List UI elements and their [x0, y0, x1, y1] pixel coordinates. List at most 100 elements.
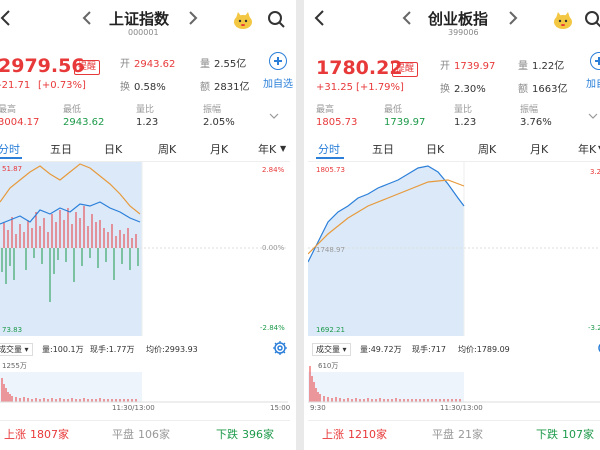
chart-right-mid-label: 0.00%: [262, 244, 285, 252]
volume-chart: 1255万 11:30/13:00 15:00: [0, 362, 290, 412]
volume-indicator-select[interactable]: 成交量 ▾: [312, 343, 351, 356]
tab-yearly[interactable]: 年K: [258, 143, 277, 156]
tab-daily[interactable]: 日K: [426, 143, 445, 156]
stock-title: 上证指数: [109, 10, 170, 28]
advancers: 上涨 1210家: [322, 428, 387, 441]
volume-info-b: 现手:1.77万: [90, 345, 135, 354]
active-tab-indicator: [0, 157, 22, 159]
time-mid-label: 11:30/13:00: [112, 404, 155, 412]
time-mid-label: 11:30/13:00: [440, 404, 483, 412]
chart-right-bottom-label: -3.2: [588, 324, 600, 332]
stock-title: 创业板指: [428, 10, 489, 28]
active-tab-indicator: [316, 157, 344, 159]
back-icon[interactable]: [0, 8, 16, 28]
low-value: 1739.97: [384, 117, 426, 128]
tab-monthly[interactable]: 月K: [210, 143, 229, 156]
decliners: 下跌 107家: [536, 428, 594, 441]
tab-weekly[interactable]: 周K: [478, 143, 497, 156]
add-watchlist-label[interactable]: 加自选: [263, 79, 293, 90]
time-end-label: 15:00: [270, 404, 290, 412]
volume-info-c: 均价:1789.09: [458, 345, 510, 354]
prev-stock-icon[interactable]: [80, 10, 94, 26]
expand-chevron-icon[interactable]: [269, 113, 279, 119]
chart-right-top-label: 3.2: [590, 168, 600, 176]
yearly-dropdown-icon[interactable]: ▼: [598, 144, 600, 153]
tab-weekly[interactable]: 周K: [158, 143, 177, 156]
expand-chevron-icon[interactable]: [588, 113, 598, 119]
tab-monthly[interactable]: 月K: [530, 143, 549, 156]
turnover-stat: 换 0.58%: [120, 82, 166, 93]
add-watchlist-icon[interactable]: [590, 52, 600, 70]
open-stat: 开 1739.97: [440, 61, 496, 72]
volume-info-row: 成交量 ▾ 量:100.1万 现手:1.77万 均价:2993.93: [0, 340, 290, 356]
last-price: 1780.22: [316, 57, 403, 79]
tab-intraday[interactable]: 分时: [318, 143, 340, 156]
mascot-icon[interactable]: [232, 10, 254, 30]
tab-5day[interactable]: 五日: [372, 143, 394, 156]
open-stat: 开 2943.62: [120, 59, 176, 70]
volume-info-a: 量:49.72万: [360, 345, 402, 354]
high-label: 最高: [316, 105, 335, 115]
chart-bottom-left-label: 73.83: [2, 326, 22, 334]
volume-info-a: 量:100.1万: [42, 345, 84, 354]
average-line: [0, 163, 141, 215]
intraday-price-chart[interactable]: 51.87 73.83 2.84% 0.00% -2.84%: [0, 162, 290, 338]
search-icon[interactable]: [267, 10, 287, 30]
add-watchlist-label[interactable]: 加自选: [586, 79, 600, 90]
right-stock-panel: 创业板指 399006 1780.22 提醒 +31.25 [+1.79%] 开…: [304, 0, 600, 450]
price-change-pct: [+0.73%]: [38, 80, 86, 91]
price-line: [308, 165, 465, 263]
volume-chart: 610万 9:30 11:30/13:00: [308, 362, 600, 412]
last-price: 2979.56: [0, 55, 85, 77]
volume-max-label: 1255万: [2, 362, 27, 370]
next-stock-icon[interactable]: [186, 10, 200, 26]
amplitude-label: 振幅: [520, 105, 539, 115]
prev-stock-icon[interactable]: [400, 10, 414, 26]
search-icon[interactable]: [584, 10, 600, 30]
period-tabs: 分时 五日 日K 周K 月K 年K ▼: [0, 137, 290, 162]
yearly-dropdown-icon[interactable]: ▼: [280, 144, 287, 153]
settings-gear-icon[interactable]: [272, 340, 288, 356]
left-stock-panel: 上证指数 000001 2979.56 提醒 -21.71 [+0.73%] 开…: [0, 0, 296, 450]
settings-gear-icon[interactable]: [596, 340, 600, 356]
tab-yearly[interactable]: 年K: [578, 143, 597, 156]
volume-max-label: 610万: [318, 362, 338, 370]
amount-stat: 额 1663亿: [518, 84, 568, 95]
tab-5day[interactable]: 五日: [50, 143, 72, 156]
volume-indicator-select[interactable]: 成交量 ▾: [0, 343, 33, 356]
period-tabs: 分时 五日 日K 周K 月K 年K ▼: [308, 137, 600, 162]
back-icon[interactable]: [310, 8, 330, 28]
tab-intraday[interactable]: 分时: [0, 143, 20, 156]
chart-mid-left-label: 1748.97: [316, 246, 345, 254]
price-change-pct: [+1.79%]: [356, 82, 404, 93]
chart-bottom-left-label: 1692.21: [316, 326, 345, 334]
price-change: -21.71: [0, 80, 31, 91]
mascot-icon[interactable]: [552, 10, 574, 30]
time-start-label: 9:30: [310, 404, 326, 412]
alert-badge[interactable]: 提醒: [74, 60, 101, 75]
price-change: +31.25: [316, 82, 354, 93]
ratio-label: 量比: [454, 105, 473, 115]
volume-spikes: [1, 206, 139, 302]
next-stock-icon[interactable]: [506, 10, 520, 26]
volume-info-b: 现手:717: [412, 345, 446, 354]
chart-fill-area: [308, 166, 464, 336]
amplitude-label: 振幅: [203, 105, 222, 115]
high-value: 1805.73: [316, 117, 358, 128]
add-watchlist-icon[interactable]: [269, 52, 287, 70]
intraday-price-chart[interactable]: 1805.73 1748.97 1692.21 3.2 -3.2: [308, 162, 600, 338]
decliners: 下跌 396家: [216, 428, 274, 441]
ratio-value: 1.23: [136, 117, 159, 128]
chart-top-left-label: 1805.73: [316, 166, 345, 174]
amplitude-value: 2.05%: [203, 117, 235, 128]
tab-daily[interactable]: 日K: [104, 143, 123, 156]
alert-badge[interactable]: 提醒: [392, 62, 419, 77]
chart-fill-area: [0, 162, 142, 336]
chart-top-left-label: 51.87: [2, 165, 22, 173]
chart-right-top-label: 2.84%: [262, 166, 285, 174]
market-breadth-bar: 上涨 1807家 平盘 106家 下跌 396家: [0, 420, 290, 450]
advancers: 上涨 1807家: [4, 428, 69, 441]
amount-stat: 额 2831亿: [200, 82, 250, 93]
volume-stat: 量 2.55亿: [200, 59, 247, 70]
high-value: 3004.17: [0, 117, 40, 128]
